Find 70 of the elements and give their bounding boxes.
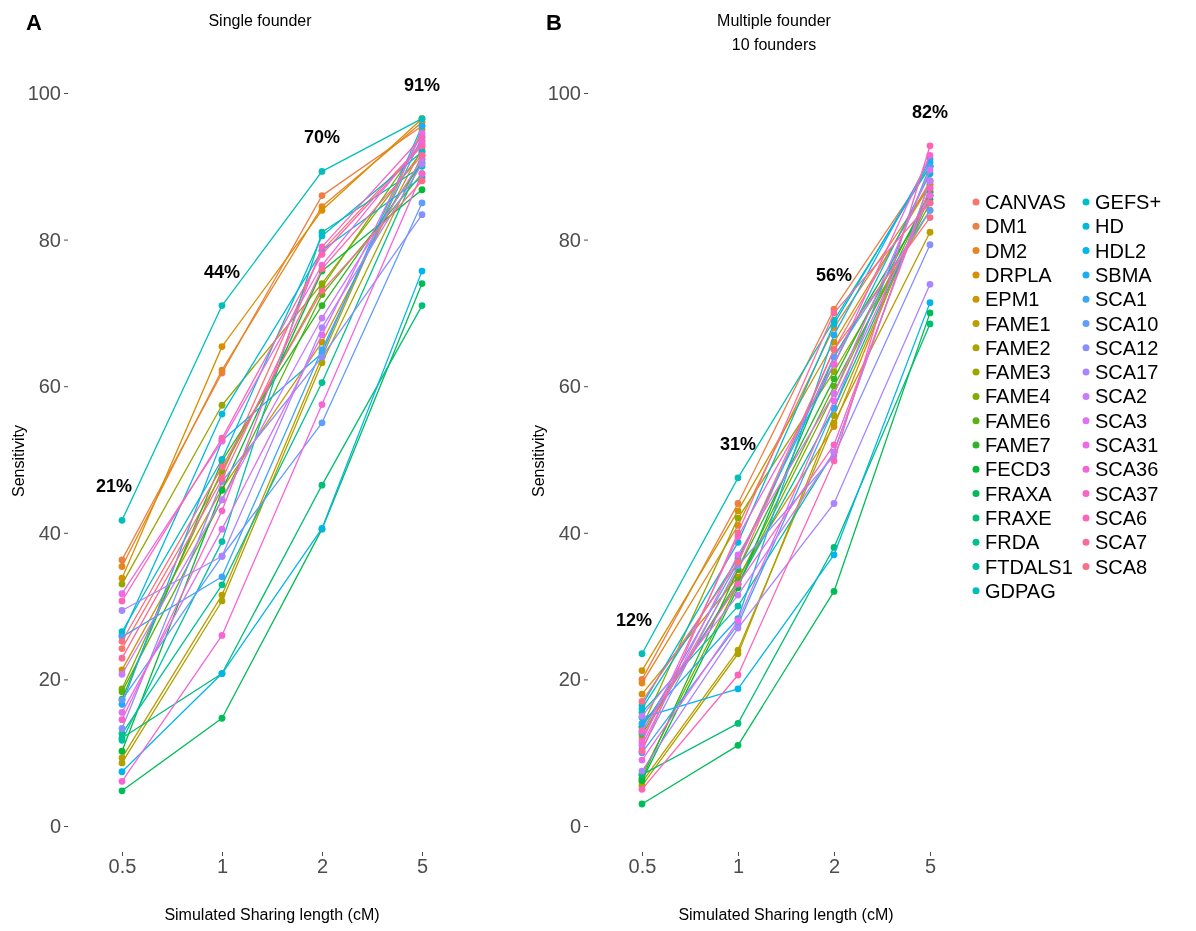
x-axis-title: Simulated Sharing length (cM): [678, 906, 894, 923]
legend-label: FAME4: [985, 385, 1051, 408]
x-axis-title: Simulated Sharing length (cM): [164, 906, 380, 923]
annotation: 12%: [615, 609, 653, 630]
legend-label: SCA8: [1095, 555, 1148, 578]
chart-title: Single founder: [208, 12, 313, 29]
legend-label: SCA6: [1095, 506, 1148, 529]
legend-label: HD: [1095, 215, 1124, 238]
x-tick-label: 0.5: [108, 855, 137, 878]
legend-label: EPM1: [985, 288, 1040, 311]
legend-label: FAME3: [985, 361, 1051, 384]
text: A: [26, 10, 42, 35]
y-tick-label: 100: [27, 81, 61, 104]
legend-label: FAME2: [985, 336, 1051, 359]
annotation: 82%: [911, 101, 949, 122]
legend-label: SBMA: [1095, 263, 1153, 286]
y-tick-label: 40: [558, 521, 581, 544]
legend-label: SCA7: [1095, 531, 1148, 554]
legend-label: GDPAG: [985, 579, 1056, 602]
y-tick-label: 80: [38, 228, 61, 251]
y-tick-label: 100: [547, 81, 581, 104]
y-tick-label: 60: [38, 375, 61, 398]
legend-label: SCA37: [1095, 482, 1159, 505]
legend-label: SCA2: [1095, 385, 1148, 408]
x-tick-label: 1: [732, 855, 745, 878]
x-tick-label: 1: [216, 855, 229, 878]
annotation: 91%: [403, 74, 441, 95]
legend-label: SCA17: [1095, 361, 1159, 384]
legend-label: FTDALS1: [985, 555, 1073, 578]
legend-label: FRDA: [985, 531, 1041, 554]
legend-label: SCA12: [1095, 336, 1159, 359]
legend-label: SCA36: [1095, 458, 1159, 481]
chart-title: Multiple founder: [717, 12, 832, 29]
y-axis-title: Sensitivity: [10, 424, 27, 498]
text: B: [546, 10, 562, 35]
legend-label: FRAXA: [985, 482, 1053, 505]
legend-label: SCA31: [1095, 434, 1159, 456]
legend-label: DM1: [985, 215, 1028, 238]
y-tick-label: 60: [558, 375, 581, 398]
annotation: 44%: [203, 261, 241, 282]
x-tick-label: 5: [924, 855, 937, 878]
x-tick-label: 5: [416, 855, 429, 878]
chart-subtitle: 10 founders: [731, 36, 817, 53]
x-tick-label: 0.5: [628, 855, 657, 878]
annotation: 70%: [303, 127, 341, 148]
legend-label: FAME6: [985, 409, 1051, 432]
annotation: 56%: [815, 265, 853, 286]
legend-label: HDL2: [1095, 239, 1147, 262]
x-tick-label: 2: [316, 855, 329, 878]
legend-label: DRPLA: [985, 263, 1053, 286]
legend-label: SCA3: [1095, 409, 1148, 432]
legend-label: CANVAS: [985, 191, 1066, 213]
legend-label: FAME1: [985, 312, 1051, 335]
y-tick-label: 20: [38, 668, 61, 691]
annotation: 21%: [95, 476, 133, 497]
x-tick-label: 2: [828, 855, 841, 878]
y-tick-label: 0: [569, 814, 581, 837]
y-tick-label: 0: [49, 814, 61, 837]
legend-label: GEFS+: [1095, 191, 1162, 213]
y-tick-label: 20: [558, 668, 581, 691]
legend-label: FAME7: [985, 434, 1051, 456]
y-tick-label: 80: [558, 228, 581, 251]
legend-label: FRAXE: [985, 506, 1052, 529]
legend-label: SCA10: [1095, 312, 1159, 335]
annotation: 31%: [719, 433, 757, 454]
y-tick-label: 40: [38, 521, 61, 544]
y-axis-title: Sensitivity: [530, 424, 547, 498]
legend-label: FECD3: [985, 458, 1051, 481]
legend-label: DM2: [985, 239, 1028, 262]
legend-label: SCA1: [1095, 288, 1148, 311]
